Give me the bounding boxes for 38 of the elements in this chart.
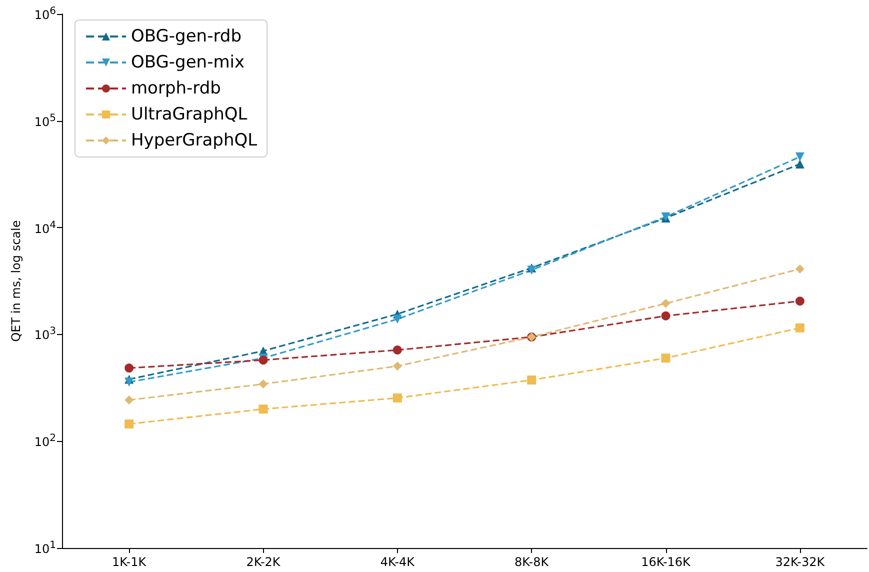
point	[258, 380, 268, 389]
legend-label: HyperGraphQL	[131, 130, 258, 150]
point	[124, 396, 134, 405]
x-tick-label: 32K-32K	[775, 555, 826, 569]
point	[795, 264, 804, 274]
x-tick-label: 4K-4K	[380, 555, 416, 569]
y-tick-label: 10$^{2}$	[34, 433, 56, 450]
point	[392, 362, 402, 371]
legend-label: OBG-gen-mix	[131, 52, 245, 72]
point	[124, 378, 134, 387]
point	[795, 160, 804, 168]
point	[258, 404, 268, 414]
point	[392, 393, 402, 402]
point	[661, 311, 670, 320]
y-tick-label: 10$^{6}$	[34, 6, 56, 22]
y-tick-label: 10$^{1}$	[34, 540, 56, 556]
x-tick-label: 1K-1K	[112, 555, 148, 569]
point	[124, 364, 134, 373]
y-axis-title: QET in ms, log scale	[9, 220, 23, 342]
y-tick-label: 10$^{5}$	[34, 112, 56, 129]
x-tick-label: 2K-2K	[246, 555, 282, 569]
point	[392, 346, 402, 355]
point	[795, 296, 804, 306]
point	[527, 266, 536, 275]
legend-label: OBG-gen-rdb	[131, 26, 242, 46]
point	[527, 376, 536, 385]
point	[661, 354, 670, 363]
legend-label: UltraGraphQL	[131, 104, 248, 124]
x-tick-label: 8K-8K	[514, 555, 550, 569]
point	[124, 419, 134, 428]
point	[392, 314, 402, 324]
x-tick-label: 16K-16K	[641, 555, 692, 569]
point	[795, 152, 804, 162]
y-tick-label: 10$^{4}$	[34, 220, 56, 236]
legend-label: morph-rdb	[131, 78, 221, 98]
y-tick-label: 10$^{3}$	[34, 326, 56, 342]
point	[795, 323, 804, 332]
point	[661, 298, 670, 308]
